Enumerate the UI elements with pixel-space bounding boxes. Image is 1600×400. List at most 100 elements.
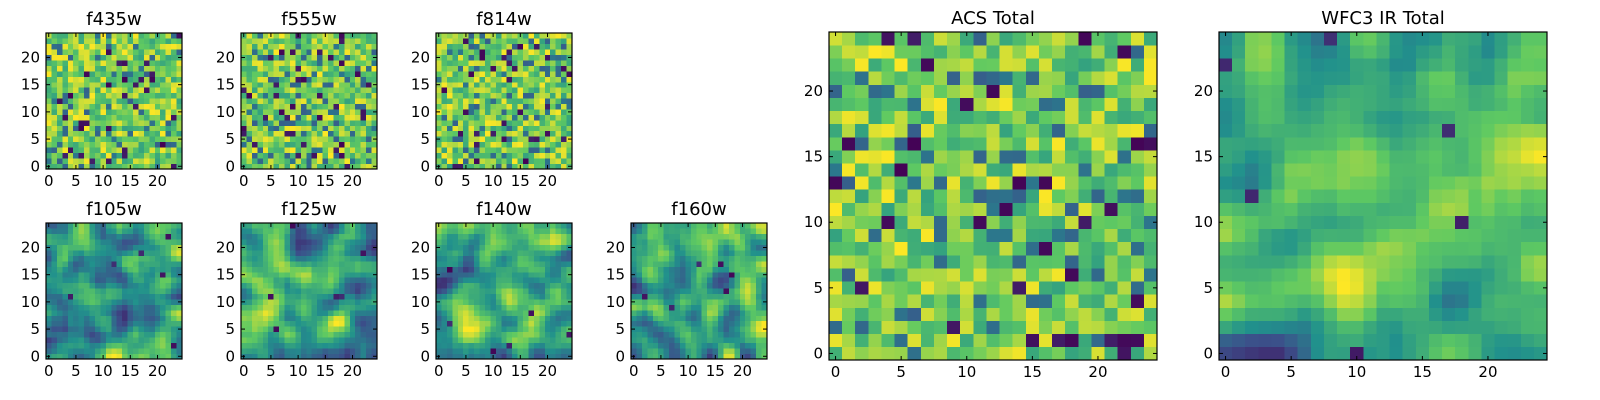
heatmap-cell bbox=[262, 114, 269, 121]
heatmap-cell bbox=[501, 33, 508, 39]
heatmap-cell bbox=[517, 136, 524, 143]
heatmap-cell bbox=[441, 38, 448, 45]
heatmap-cell bbox=[533, 326, 540, 333]
heatmap-cell bbox=[322, 261, 329, 267]
heatmap-cell bbox=[78, 353, 85, 360]
heatmap-cell bbox=[317, 233, 323, 240]
heatmap-cell bbox=[441, 310, 448, 316]
heatmap-cell bbox=[300, 288, 307, 295]
heatmap-cell bbox=[484, 277, 491, 284]
heatmap-cell bbox=[138, 130, 145, 137]
heatmap-cell bbox=[306, 33, 313, 39]
heatmap-cell bbox=[474, 223, 480, 229]
heatmap-cell bbox=[986, 215, 1000, 230]
heatmap-cell bbox=[468, 60, 475, 66]
heatmap-cell bbox=[273, 353, 280, 360]
heatmap-cell bbox=[734, 282, 741, 289]
heatmap-cell bbox=[89, 271, 96, 278]
heatmap-cell bbox=[51, 293, 58, 300]
heatmap-cell bbox=[1143, 228, 1158, 243]
heatmap-cell bbox=[707, 353, 713, 360]
heatmap-cell bbox=[533, 271, 540, 278]
heatmap-cell bbox=[441, 60, 448, 66]
heatmap-cell bbox=[441, 261, 448, 267]
heatmap-cell bbox=[295, 233, 302, 240]
heatmap-cell bbox=[300, 81, 307, 88]
heatmap-cell bbox=[1038, 333, 1053, 348]
heatmap-cell bbox=[366, 293, 372, 300]
heatmap-cell bbox=[289, 331, 296, 338]
heatmap-cell bbox=[371, 337, 378, 343]
heatmap-cell bbox=[468, 98, 475, 105]
heatmap-cell bbox=[723, 299, 730, 305]
heatmap-cell bbox=[295, 60, 302, 66]
heatmap-cell bbox=[46, 147, 52, 153]
heatmap-cell bbox=[176, 125, 183, 132]
heatmap-cell bbox=[143, 337, 150, 343]
heatmap-cell bbox=[707, 239, 713, 246]
heatmap-cell bbox=[561, 65, 567, 72]
heatmap-cell bbox=[300, 65, 307, 72]
heatmap-cell bbox=[317, 271, 323, 278]
heatmap-cell bbox=[262, 98, 269, 105]
heatmap-cell bbox=[561, 92, 567, 99]
heatmap-cell bbox=[127, 158, 134, 164]
heatmap-cell bbox=[349, 49, 356, 56]
heatmap-cell bbox=[457, 114, 464, 121]
heatmap-cell bbox=[344, 130, 351, 137]
heatmap-cell bbox=[868, 294, 882, 308]
heatmap-cell bbox=[550, 125, 556, 132]
heatmap-cell bbox=[723, 337, 730, 343]
heatmap-cell bbox=[457, 282, 464, 289]
heatmap-cell bbox=[855, 294, 869, 308]
heatmap-cell bbox=[289, 348, 296, 354]
heatmap-cell bbox=[268, 348, 274, 354]
heatmap-cell bbox=[463, 136, 469, 143]
heatmap-cell bbox=[658, 277, 664, 284]
heatmap-cell bbox=[122, 38, 128, 45]
heatmap-cell bbox=[94, 158, 101, 164]
heatmap-cell bbox=[555, 255, 562, 262]
heatmap-cell bbox=[328, 353, 334, 360]
heatmap-cell bbox=[56, 331, 63, 338]
heatmap-cell bbox=[94, 315, 101, 322]
heatmap-cell bbox=[62, 141, 69, 148]
heatmap-cell bbox=[745, 228, 751, 235]
heatmap-cell bbox=[289, 293, 296, 300]
heatmap-cell bbox=[1065, 215, 1079, 230]
heatmap-cell bbox=[441, 103, 448, 110]
heatmap-cell bbox=[669, 223, 675, 229]
heatmap-cell bbox=[67, 141, 74, 148]
heatmap-cell bbox=[463, 310, 469, 316]
heatmap-cell bbox=[165, 163, 172, 170]
heatmap-cell bbox=[160, 87, 166, 94]
heatmap-cell bbox=[360, 304, 367, 311]
heatmap-cell bbox=[149, 293, 156, 300]
heatmap-cell bbox=[1052, 215, 1066, 230]
heatmap-cell bbox=[94, 163, 101, 170]
heatmap-cell bbox=[366, 125, 372, 132]
heatmap-cell bbox=[1143, 241, 1158, 256]
heatmap-cell bbox=[555, 147, 562, 153]
heatmap-cell bbox=[78, 337, 85, 343]
y-tick-label: 20 bbox=[606, 238, 625, 256]
heatmap-cell bbox=[501, 76, 508, 83]
heatmap-cell bbox=[160, 109, 166, 115]
heatmap-cell bbox=[84, 342, 90, 349]
heatmap-cell bbox=[338, 87, 345, 94]
heatmap-cell bbox=[284, 239, 291, 246]
heatmap-cell bbox=[251, 266, 258, 273]
heatmap-cell bbox=[674, 282, 681, 289]
heatmap-cell bbox=[78, 130, 85, 137]
heatmap-cell bbox=[360, 92, 367, 99]
heatmap-cell bbox=[868, 228, 882, 243]
heatmap-cell bbox=[544, 125, 551, 132]
heatmap-cell bbox=[539, 109, 546, 115]
heatmap-cell bbox=[523, 98, 529, 105]
heatmap-cell bbox=[111, 141, 118, 148]
heatmap-cell bbox=[105, 65, 112, 72]
heatmap-cell bbox=[523, 250, 529, 256]
heatmap-cell bbox=[62, 348, 69, 354]
